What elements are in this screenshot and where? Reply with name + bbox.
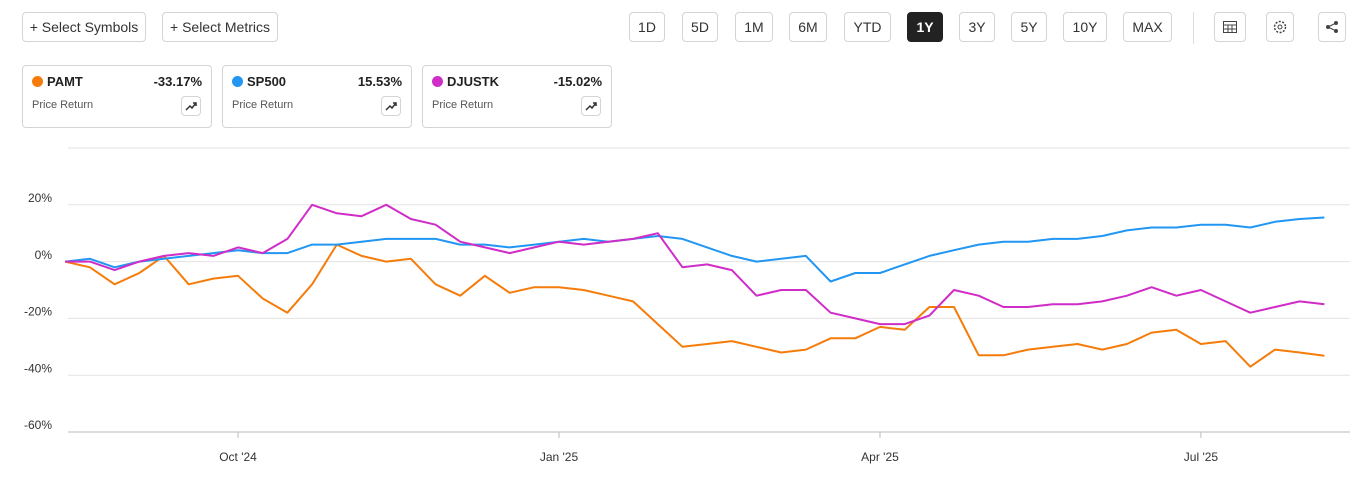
- legend-dot: [232, 76, 243, 87]
- range-button[interactable]: 5Y: [1011, 12, 1047, 42]
- separator: [1193, 12, 1194, 44]
- x-tick-label: Apr '25: [861, 450, 899, 464]
- range-button[interactable]: 3Y: [959, 12, 995, 42]
- expand-icon[interactable]: [581, 96, 601, 116]
- y-tick-label: -20%: [24, 305, 52, 319]
- range-button[interactable]: MAX: [1123, 12, 1172, 42]
- x-tick-label: Jul '25: [1184, 450, 1219, 464]
- legend-symbol: PAMT: [47, 74, 83, 89]
- y-tick-label: 0%: [35, 248, 53, 262]
- range-button[interactable]: 6M: [789, 12, 827, 42]
- legend-change: 15.53%: [357, 74, 402, 89]
- toolbar-button[interactable]: + Select Metrics: [162, 12, 278, 42]
- legend-metric: Price Return: [232, 99, 294, 111]
- share-button[interactable]: [1318, 12, 1346, 42]
- legend-metric: Price Return: [432, 99, 494, 111]
- expand-icon[interactable]: [181, 96, 201, 116]
- settings-button[interactable]: [1266, 12, 1294, 42]
- legend-card[interactable]: SP500 15.53% Price Return: [222, 65, 412, 128]
- trend-icon: [185, 102, 197, 111]
- toolbar-button[interactable]: + Select Symbols: [22, 12, 146, 42]
- range-button[interactable]: 1M: [735, 12, 773, 42]
- trend-icon: [385, 102, 397, 111]
- series-line: [65, 203, 1325, 326]
- series-line: [64, 243, 1325, 368]
- legend-dot: [432, 76, 443, 87]
- x-tick-label: Oct '24: [219, 450, 257, 464]
- series-line: [65, 216, 1325, 283]
- x-tick-label: Jan '25: [540, 450, 579, 464]
- legend-change: -33.17%: [153, 74, 202, 89]
- legend-symbol: DJUSTK: [447, 74, 500, 89]
- expand-icon[interactable]: [381, 96, 401, 116]
- share-icon: [1326, 21, 1338, 33]
- range-button[interactable]: 1D: [629, 12, 665, 42]
- range-button[interactable]: YTD: [844, 12, 891, 42]
- y-tick-label: 20%: [28, 191, 52, 205]
- range-button[interactable]: 10Y: [1063, 12, 1107, 42]
- range-button[interactable]: 1Y: [907, 12, 943, 42]
- legend-symbol: SP500: [247, 74, 287, 89]
- legend-dot: [32, 76, 43, 87]
- legend-change: -15.02%: [553, 74, 602, 89]
- legend-card[interactable]: PAMT -33.17% Price Return: [22, 65, 212, 128]
- y-tick-label: -60%: [24, 418, 52, 432]
- y-tick-label: -40%: [24, 361, 52, 375]
- gear-icon: [1273, 20, 1287, 34]
- legend-metric: Price Return: [32, 99, 94, 111]
- legend-card[interactable]: DJUSTK -15.02% Price Return: [422, 65, 612, 128]
- range-button[interactable]: 5D: [682, 12, 718, 42]
- trend-icon: [585, 102, 597, 111]
- table-button[interactable]: [1214, 12, 1246, 42]
- table-icon: [1223, 21, 1237, 33]
